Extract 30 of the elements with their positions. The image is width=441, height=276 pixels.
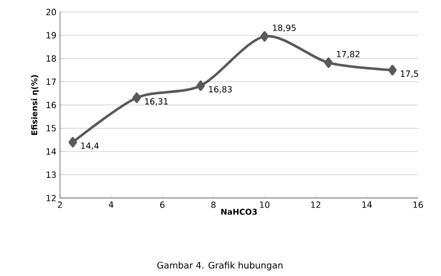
x-tick-label: 2 — [58, 202, 62, 208]
point — [260, 31, 269, 42]
data-label: 18,95 — [273, 24, 296, 32]
data-label: 14,4 — [81, 142, 99, 150]
x-tick-label: 6 — [160, 202, 164, 208]
y-tick-label: 19 — [46, 32, 56, 38]
x-tick-label: 12 — [311, 202, 320, 208]
data-label: 16,83 — [209, 86, 232, 94]
point — [132, 92, 141, 104]
point — [196, 80, 205, 91]
x-tick-label: 8 — [211, 202, 216, 208]
x-tick-label: 4 — [108, 202, 114, 208]
y-tick-label: 17 — [46, 78, 56, 85]
y-tick-label: 12 — [46, 194, 56, 202]
x-tick-label: 10 — [260, 202, 270, 208]
y-tick-label: 20 — [46, 8, 56, 16]
y-tick-label: 14 — [46, 148, 56, 155]
point — [388, 64, 397, 76]
point — [68, 136, 78, 148]
x-tick-label: 14 — [362, 202, 372, 208]
data-label: 17,5 — [400, 70, 418, 78]
y-tick-label: 15 — [46, 125, 56, 132]
y-tick-label: 16 — [46, 102, 56, 108]
data-label: 17,82 — [336, 50, 360, 58]
text: Gambar 4. Grafik hubungan — [157, 262, 282, 270]
data-label: 16,31 — [145, 98, 168, 106]
y-tick-label: 13 — [46, 172, 56, 178]
x-tick-label: 16 — [414, 202, 423, 208]
point — [324, 57, 333, 68]
y-tick-label: 18 — [46, 55, 56, 62]
